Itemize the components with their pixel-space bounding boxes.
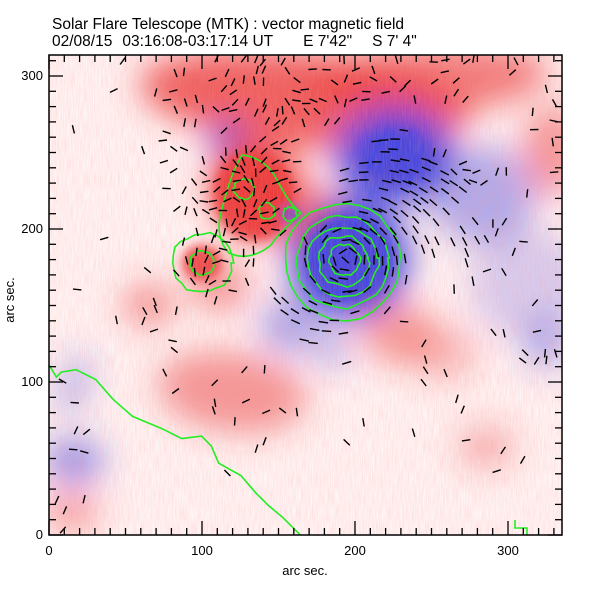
- svg-text:100: 100: [191, 543, 213, 558]
- svg-text:300: 300: [21, 68, 43, 83]
- svg-text:Solar Flare Telescope (MTK) :: Solar Flare Telescope (MTK) : vector mag…: [52, 16, 404, 33]
- svg-text:0: 0: [45, 543, 52, 558]
- svg-text:200: 200: [344, 543, 366, 558]
- svg-text:arc sec.: arc sec.: [2, 277, 17, 323]
- svg-text:0: 0: [36, 527, 43, 542]
- svg-text:300: 300: [497, 543, 519, 558]
- svg-text:arc sec.: arc sec.: [282, 563, 328, 578]
- svg-text:200: 200: [21, 221, 43, 236]
- svg-text:100: 100: [21, 374, 43, 389]
